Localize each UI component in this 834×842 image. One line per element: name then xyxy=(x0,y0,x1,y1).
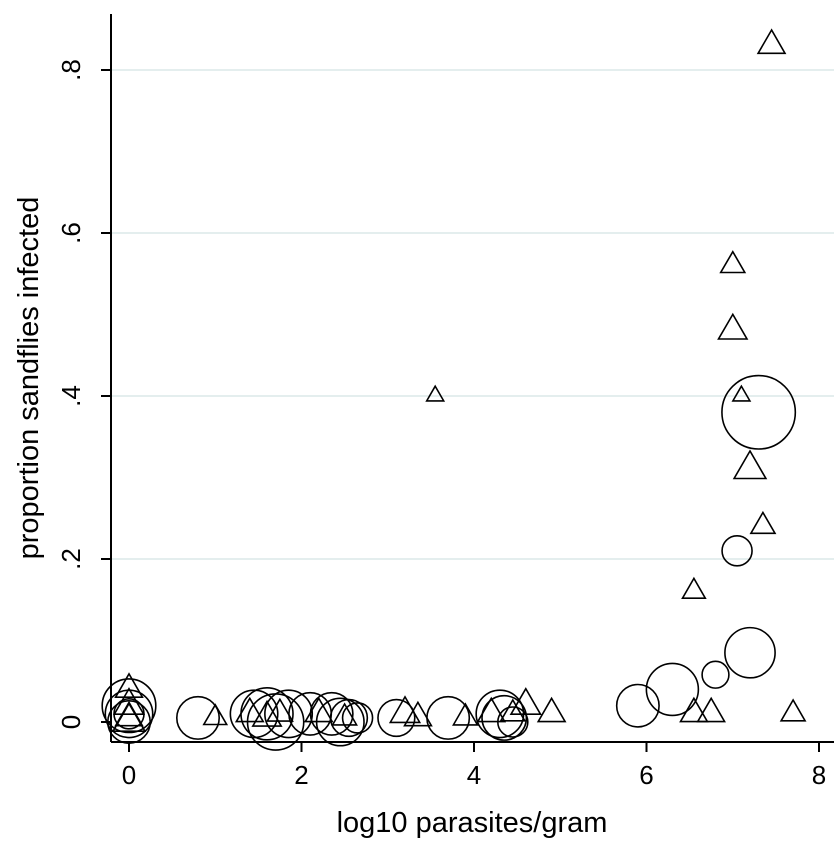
circle-point xyxy=(329,698,369,738)
triangle-point xyxy=(114,672,144,699)
circle-point xyxy=(264,689,314,739)
triangle-point xyxy=(251,699,283,727)
circle-point xyxy=(645,662,700,717)
circle-point xyxy=(615,683,660,728)
grid-lines xyxy=(111,69,834,560)
triangle-point xyxy=(717,312,749,340)
circle-point xyxy=(341,702,374,734)
circle-point xyxy=(475,689,525,739)
x-tick-label: 6 xyxy=(639,760,653,790)
circle-point xyxy=(721,374,797,450)
triangle-point xyxy=(696,696,726,723)
circle-point xyxy=(176,695,221,740)
triangle-point xyxy=(452,702,479,726)
circle-point xyxy=(229,689,279,739)
y-tick-label: .8 xyxy=(56,59,86,81)
x-tick-label: 2 xyxy=(294,760,308,790)
circle-point xyxy=(101,678,157,734)
circle-point xyxy=(724,626,776,679)
triangle-point xyxy=(719,250,747,274)
y-tick-label: .6 xyxy=(56,222,86,244)
circle-point xyxy=(104,689,154,739)
circle-point xyxy=(426,695,471,740)
triangle-point xyxy=(732,449,768,480)
triangle-point xyxy=(679,696,709,723)
circle-point xyxy=(701,660,730,689)
triangle-point xyxy=(536,696,567,723)
circle-point xyxy=(240,687,294,741)
axis-ticks: 0 .2 .4 .6 .8 0 2 4 6 8 xyxy=(56,59,826,790)
triangle-point xyxy=(756,28,787,55)
y-tick-label: 0 xyxy=(56,715,86,729)
circle-point xyxy=(315,697,365,747)
circle-point xyxy=(721,535,753,567)
triangle-point xyxy=(111,701,147,733)
x-tick-label: 8 xyxy=(812,760,826,790)
circle-point xyxy=(481,694,528,741)
plot-marks xyxy=(101,28,807,751)
triangle-point xyxy=(731,384,752,402)
triangle-point xyxy=(499,698,527,722)
triangle-point xyxy=(681,576,707,600)
triangle-point xyxy=(202,703,229,726)
triangle-point xyxy=(403,700,433,727)
triangle-point xyxy=(425,384,446,402)
circle-point xyxy=(497,706,529,738)
y-axis-title: proportion sandflies infected xyxy=(13,197,45,560)
triangle-point xyxy=(476,696,507,723)
y-tick-label: .4 xyxy=(56,385,86,407)
x-axis-title: log10 parasites/gram xyxy=(337,807,608,839)
circle-point xyxy=(113,698,145,730)
triangle-point xyxy=(779,698,807,722)
triangle-point xyxy=(234,696,265,723)
triangle-point xyxy=(265,697,294,722)
circle-point xyxy=(377,698,416,738)
triangle-point xyxy=(749,510,777,535)
circle-point xyxy=(309,691,354,736)
x-tick-label: 0 xyxy=(122,760,136,790)
y-tick-label: .2 xyxy=(56,548,86,570)
axes xyxy=(110,14,834,743)
x-tick-label: 4 xyxy=(467,760,481,790)
